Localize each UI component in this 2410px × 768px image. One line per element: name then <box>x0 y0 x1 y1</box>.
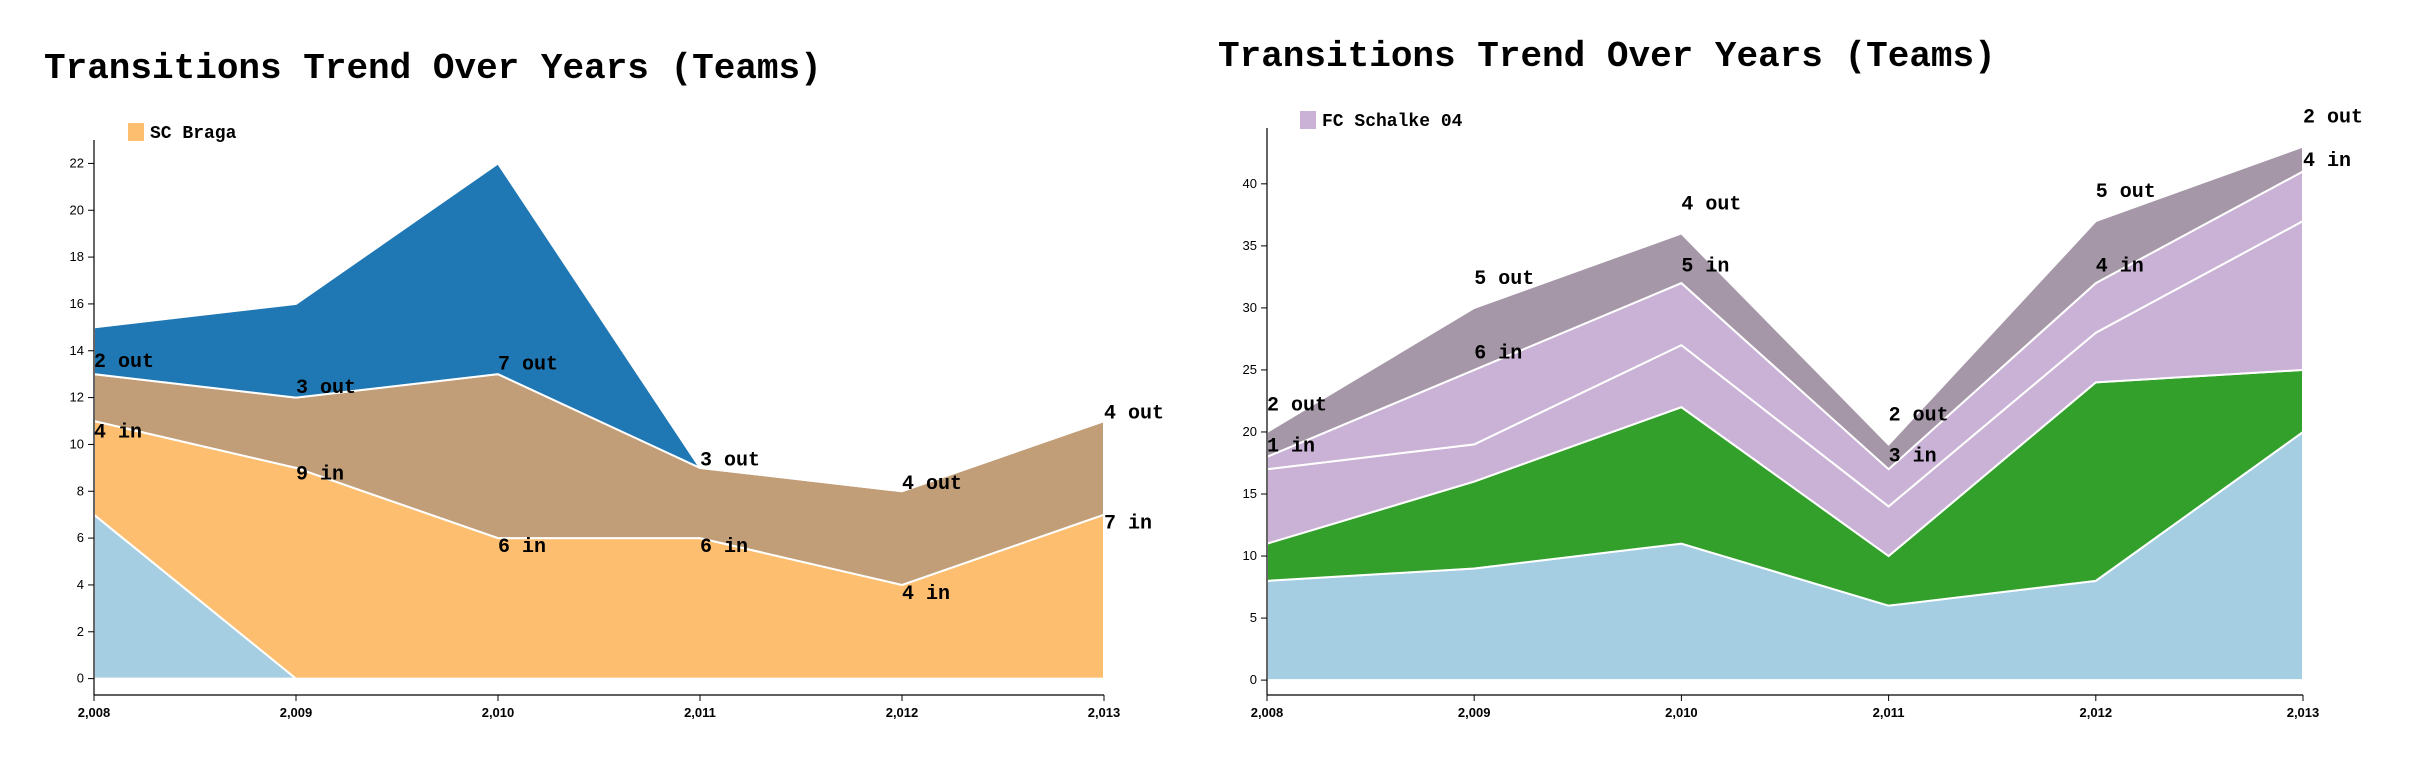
y-tick-label: 22 <box>70 155 84 170</box>
annotation-label: 5 in <box>1681 255 1729 278</box>
y-tick-label: 5 <box>1250 610 1257 625</box>
y-tick-label: 12 <box>70 390 84 405</box>
x-tick-label: 2,012 <box>886 705 919 720</box>
annotation-label: 3 out <box>700 449 760 472</box>
annotation-label: 9 in <box>296 464 344 487</box>
annotation-label: 2 out <box>1267 394 1327 417</box>
x-tick-label: 2,009 <box>1458 705 1491 720</box>
area-series-4 <box>1266 145 2304 471</box>
annotation-label: 2 out <box>2303 107 2363 130</box>
y-tick-label: 30 <box>1243 300 1257 315</box>
y-tick-label: 40 <box>1243 176 1257 191</box>
y-tick-label: 10 <box>1243 548 1257 563</box>
y-tick-label: 6 <box>77 530 84 545</box>
annotation-label: 6 in <box>498 536 546 559</box>
x-tick-label: 2,010 <box>1665 705 1698 720</box>
legend-swatch <box>128 123 144 141</box>
legend-label: FC Schalke 04 <box>1322 112 1463 132</box>
annotation-label: 7 out <box>498 353 558 376</box>
y-tick-label: 4 <box>77 577 84 592</box>
y-tick-label: 20 <box>1243 424 1257 439</box>
annotation-label: 4 in <box>94 421 142 444</box>
y-tick-label: 0 <box>77 671 84 686</box>
chart-left: 0 2 4 6 8 10 12 14 16 18 20 22 2,008 2,009 2,010 2,011 2… <box>70 123 1164 720</box>
x-tick-label: 2,008 <box>78 705 111 720</box>
annotation-label: 6 in <box>1474 342 1522 365</box>
x-tick-label: 2,010 <box>482 705 515 720</box>
annotation-label: 7 in <box>1104 513 1152 536</box>
annotation-label: 4 out <box>902 473 962 496</box>
legend-swatch <box>1300 111 1316 129</box>
y-tick-label: 18 <box>70 249 84 264</box>
area-series-3 <box>93 162 1105 493</box>
annotation-label: 6 in <box>700 536 748 559</box>
x-tick-label: 2,013 <box>2287 705 2320 720</box>
x-tick-label: 2,011 <box>684 705 716 720</box>
y-tick-label: 25 <box>1243 362 1257 377</box>
annotation-label: 3 out <box>296 377 356 400</box>
y-tick-label: 15 <box>1243 486 1257 501</box>
annotation-label: 2 out <box>94 351 154 374</box>
annotation-label: 4 in <box>902 583 950 606</box>
x-tick-label: 2,011 <box>1873 705 1905 720</box>
annotation-label: 4 in <box>2096 255 2144 278</box>
annotation-label: 1 in <box>1267 435 1315 458</box>
x-tick-label: 2,012 <box>2080 705 2113 720</box>
x-tick-label: 2,013 <box>1088 705 1121 720</box>
annotation-label: 5 out <box>2096 181 2156 204</box>
y-tick-label: 14 <box>70 343 84 358</box>
annotation-label: 3 in <box>1889 445 1937 468</box>
y-tick-label: 35 <box>1243 238 1257 253</box>
y-tick-label: 2 <box>77 624 84 639</box>
annotation-label: 4 out <box>1681 193 1741 216</box>
x-tick-label: 2,009 <box>280 705 313 720</box>
legend-label: SC Braga <box>150 124 237 144</box>
y-tick-label: 20 <box>70 202 84 217</box>
chart-title-left: Transitions Trend Over Years (Teams) <box>44 48 822 89</box>
y-tick-label: 16 <box>70 296 84 311</box>
annotation-label: 4 out <box>1104 403 1164 426</box>
y-tick-label: 8 <box>77 483 84 498</box>
x-tick-label: 2,008 <box>1251 705 1284 720</box>
annotation-label: 5 out <box>1474 268 1534 291</box>
annotation-label: 4 in <box>2303 150 2351 173</box>
y-tick-label: 0 <box>1250 672 1257 687</box>
chart-title-right: Transitions Trend Over Years (Teams) <box>1218 36 1996 77</box>
y-tick-label: 10 <box>70 436 84 451</box>
annotation-label: 2 out <box>1889 404 1949 427</box>
